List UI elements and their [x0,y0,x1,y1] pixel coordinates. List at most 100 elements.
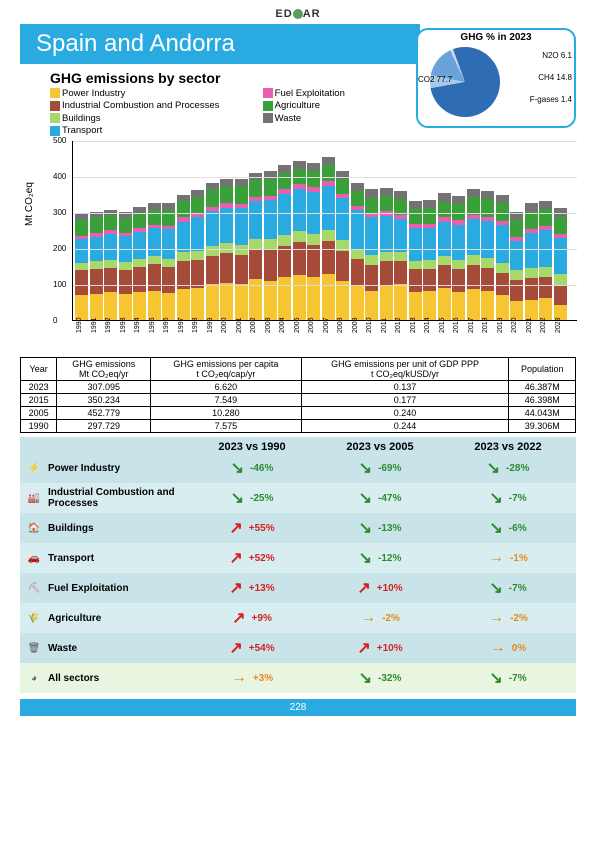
page-title: Spain and Andorra [20,24,420,64]
logo: EDAR [20,8,576,20]
bar-1990 [75,214,88,320]
trend-arrow-icon: ↘ [359,518,372,538]
legend-ind: Industrial Combustion and Processes [62,100,219,111]
pie-label-fgas: F-gases 1.4 [530,95,572,104]
bar-2021 [525,203,538,320]
trend-row-agriculture: 🌾Agriculture↗+9%→-2%→-2% [20,603,576,633]
bar-2007 [322,157,335,321]
sector-icon: ◕ [20,673,48,684]
trend-arrow-icon: → [488,609,504,627]
bar-1995 [148,203,161,320]
bar-2008 [336,171,349,321]
bar-2011 [380,188,393,320]
trend-value: -1% [510,553,528,564]
trend-value: -13% [378,523,401,534]
legend-agri: Agriculture [275,100,320,111]
legend-power: Power Industry [62,88,125,99]
trend-arrow-icon: ↘ [359,458,372,478]
trend-arrow-icon: ↗ [357,578,370,598]
trend-value: +10% [377,643,403,654]
trend-arrow-icon: ↗ [229,548,242,568]
bar-1998 [191,190,204,320]
bar-2014 [423,200,436,321]
sector-name: Power Industry [48,463,188,474]
trend-arrow-icon: → [231,669,247,687]
trend-arrow-icon: ↘ [489,668,502,688]
trend-value: -7% [509,673,527,684]
bar-2010 [365,189,378,320]
trend-arrow-icon: ↘ [489,518,502,538]
pie-label-co2: CO2 77.7 [418,75,452,84]
trend-value: -46% [250,463,273,474]
bar-2004 [278,165,291,320]
trend-arrow-icon: ↘ [231,488,244,508]
trend-arrow-icon: ↘ [359,548,372,568]
bar-1999 [206,183,219,321]
bar-1992 [104,210,117,320]
trend-arrow-icon: → [490,639,506,657]
trend-arrow-icon: ↘ [359,668,372,688]
bar-2017 [467,189,480,320]
trend-value: -7% [509,583,527,594]
trend-value: -47% [378,493,401,504]
page-number: 228 [20,699,576,716]
sector-name: Agriculture [48,613,188,624]
y-axis-label: Mt CO₂eq [24,182,35,226]
bar-2020 [510,212,523,320]
trend-value: -6% [509,523,527,534]
trend-arrow-icon: ↘ [489,488,502,508]
trend-arrow-icon: ↗ [229,578,242,598]
trend-value: -25% [250,493,273,504]
bar-2003 [264,171,277,320]
bar-1991 [90,212,103,321]
sector-icon: 🏭 [20,493,48,504]
bar-2006 [307,163,320,321]
sector-name: Transport [48,553,188,564]
trend-value: -12% [378,553,401,564]
trend-row-buildings: 🏠Buildings ↗ +55% ↘ -13% ↘ -6% [20,513,576,543]
sector-name: Buildings [48,523,188,534]
bar-2018 [481,191,494,320]
trend-row-fuel-exploitation: ⛏Fuel Exploitation↗+13%↗+10%↘-7% [20,573,576,603]
trend-value: +52% [249,553,275,564]
stacked-bar-chart: Mt CO₂eq 0100200300400500 19901991199219… [50,141,580,341]
trend-arrow-icon: ↘ [489,578,502,598]
legend-build: Buildings [62,113,101,124]
trend-arrow-icon: ↗ [229,638,242,658]
sector-icon: 🏠 [20,523,48,534]
trend-row-transport: 🚗Transport ↗ +52% ↘ -12% → -1% [20,543,576,573]
trend-arrow-icon: ↗ [232,608,245,628]
trend-col-1990: 2023 vs 1990 [188,441,316,453]
trend-row-power-industry: ⚡Power Industry↘-46%↘-69%↘-28% [20,453,576,483]
trend-value: -2% [510,613,528,624]
trend-value: -32% [378,673,401,684]
trend-value: +13% [249,583,275,594]
trend-row-all-sectors: ◕All sectors → +3% ↘ -32% ↘ -7% [20,663,576,693]
bar-1996 [162,203,175,320]
sector-name: All sectors [48,673,188,684]
bar-2013 [409,201,422,321]
trend-value: +55% [249,523,275,534]
trend-value: +9% [252,613,272,624]
bar-2012 [394,191,407,320]
sector-icon: 🚗 [20,553,48,564]
trend-arrow-icon: ↘ [487,458,500,478]
bar-2023 [554,208,567,320]
pie-label-ch4: CH4 14.8 [538,73,572,82]
sector-name: Waste [48,643,188,654]
bar-2002 [249,173,262,320]
bar-2009 [351,183,364,321]
sector-icon: 🌾 [20,613,48,624]
trend-value: +3% [253,673,273,684]
sector-name: Industrial Combustion and Processes [48,487,188,509]
legend-fuel: Fuel Exploitation [275,88,345,99]
trend-arrow-icon: ↘ [359,488,372,508]
sector-name: Fuel Exploitation [48,583,188,594]
trend-arrow-icon: ↗ [357,638,370,658]
pie-chart-box: GHG % in 2023 CO2 77.7 N2O 6.1 CH4 14.8 … [416,28,576,128]
trend-arrow-icon: ↗ [229,518,242,538]
trend-col-2022: 2023 vs 2022 [444,441,572,453]
trend-arrow-icon: → [488,549,504,567]
trend-value: +10% [377,583,403,594]
bar-1994 [133,207,146,320]
